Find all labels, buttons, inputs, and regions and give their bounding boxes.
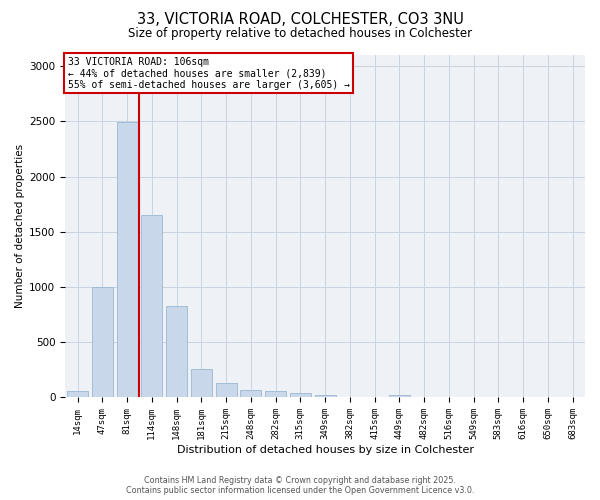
Bar — [240, 390, 262, 398]
Bar — [92, 287, 113, 398]
Bar — [67, 391, 88, 398]
Bar — [116, 122, 137, 398]
Bar — [290, 392, 311, 398]
Bar — [314, 396, 335, 398]
Text: 33, VICTORIA ROAD, COLCHESTER, CO3 3NU: 33, VICTORIA ROAD, COLCHESTER, CO3 3NU — [137, 12, 463, 28]
Text: 33 VICTORIA ROAD: 106sqm
← 44% of detached houses are smaller (2,839)
55% of sem: 33 VICTORIA ROAD: 106sqm ← 44% of detach… — [68, 56, 350, 90]
Text: Size of property relative to detached houses in Colchester: Size of property relative to detached ho… — [128, 28, 472, 40]
Y-axis label: Number of detached properties: Number of detached properties — [15, 144, 25, 308]
Bar — [191, 368, 212, 398]
Bar — [389, 394, 410, 398]
Bar — [215, 382, 236, 398]
Bar — [166, 306, 187, 398]
Bar — [141, 215, 163, 398]
Text: Contains HM Land Registry data © Crown copyright and database right 2025.
Contai: Contains HM Land Registry data © Crown c… — [126, 476, 474, 495]
Bar — [265, 392, 286, 398]
X-axis label: Distribution of detached houses by size in Colchester: Distribution of detached houses by size … — [176, 445, 473, 455]
